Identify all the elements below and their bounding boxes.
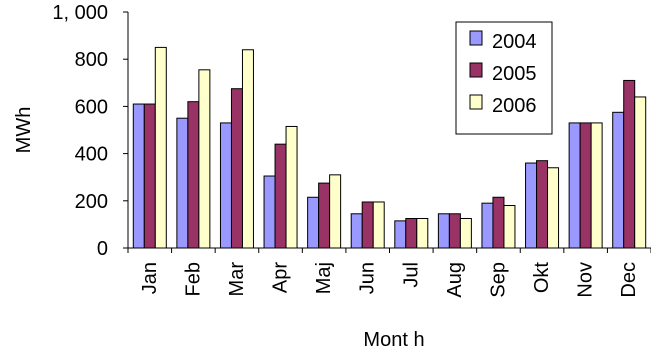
bar-2005-oct — [536, 160, 549, 249]
bars — [132, 46, 647, 249]
x-tick-label: Feb — [182, 262, 204, 296]
y-tick-label: 0 — [97, 238, 108, 260]
x-tick-label: Sep — [487, 262, 509, 298]
bar-2005-mar — [230, 88, 243, 249]
legend-label-2006: 2006 — [492, 95, 537, 117]
bar-2005-sep — [492, 196, 505, 249]
y-axis: 0 200 400 600 800 1, 000 — [52, 2, 129, 260]
x-tick-label: Mar — [226, 262, 248, 297]
bar-2004-may — [307, 196, 320, 249]
y-axis-label: MWh — [13, 107, 35, 154]
bar-2006-nov — [590, 122, 603, 249]
x-tick-label: Nov — [575, 262, 597, 298]
x-axis: Jan Feb Mar Apr Maj Jun Jul Aug Sep Okt Nov Dec — [127, 247, 651, 298]
bar-2005-nov — [579, 122, 592, 249]
legend-swatch-2004 — [469, 30, 483, 46]
x-tick-label: Okt — [531, 262, 553, 294]
x-tick-label: Jun — [357, 262, 379, 294]
bar-2004-jun — [350, 213, 363, 249]
bar-2006-mar — [241, 49, 254, 249]
y-tick-label: 1, 000 — [52, 2, 108, 24]
bar-2006-sep — [503, 205, 516, 249]
bar-2005-jan — [143, 103, 156, 249]
bar-2004-dec — [612, 111, 625, 249]
bar-2006-jun — [372, 201, 385, 249]
bar-2005-aug — [448, 213, 461, 249]
bar-2006-jan — [154, 46, 167, 249]
x-tick-label: Jan — [139, 262, 161, 294]
legend: 2004 2005 2006 — [455, 21, 553, 135]
legend-swatch-2005 — [469, 62, 483, 78]
x-tick-label: Maj — [313, 262, 335, 294]
bar-2005-jun — [361, 201, 374, 249]
x-tick-label: Apr — [270, 262, 292, 293]
bar-2004-sep — [481, 202, 494, 249]
bar-2006-oct — [547, 167, 560, 249]
bar-2005-dec — [623, 79, 636, 249]
bar-2006-may — [329, 174, 342, 249]
bar-2004-oct — [525, 162, 538, 249]
bar-2004-jul — [394, 220, 407, 249]
bar-2006-apr — [285, 125, 298, 249]
bar-2004-feb — [176, 117, 189, 249]
y-tick-label: 800 — [75, 49, 108, 71]
legend-label-2005: 2005 — [492, 63, 537, 85]
legend-swatch-2006 — [469, 94, 483, 110]
bar-2004-mar — [219, 122, 232, 249]
bar-2005-jul — [405, 218, 418, 249]
bar-2004-aug — [437, 213, 450, 249]
x-tick-label: Aug — [444, 262, 466, 298]
x-axis-label: Mont h — [363, 329, 424, 351]
legend-label-2004: 2004 — [492, 31, 537, 53]
y-tick-label: 400 — [75, 144, 108, 166]
bar-2004-apr — [263, 175, 276, 249]
bar-2005-apr — [274, 143, 287, 249]
bar-2006-jul — [416, 218, 429, 249]
bar-2006-feb — [198, 69, 211, 249]
y-tick-label: 600 — [75, 96, 108, 118]
bar-2006-aug — [459, 218, 472, 249]
x-tick-label: Dec — [618, 262, 640, 298]
x-tick-label: Jul — [400, 262, 422, 288]
bar-2004-jan — [132, 103, 145, 249]
bar-2005-may — [318, 182, 331, 249]
bar-2005-feb — [187, 101, 200, 249]
bar-2006-dec — [634, 96, 647, 249]
y-tick-label: 200 — [75, 191, 108, 213]
bar-2004-nov — [568, 122, 581, 249]
